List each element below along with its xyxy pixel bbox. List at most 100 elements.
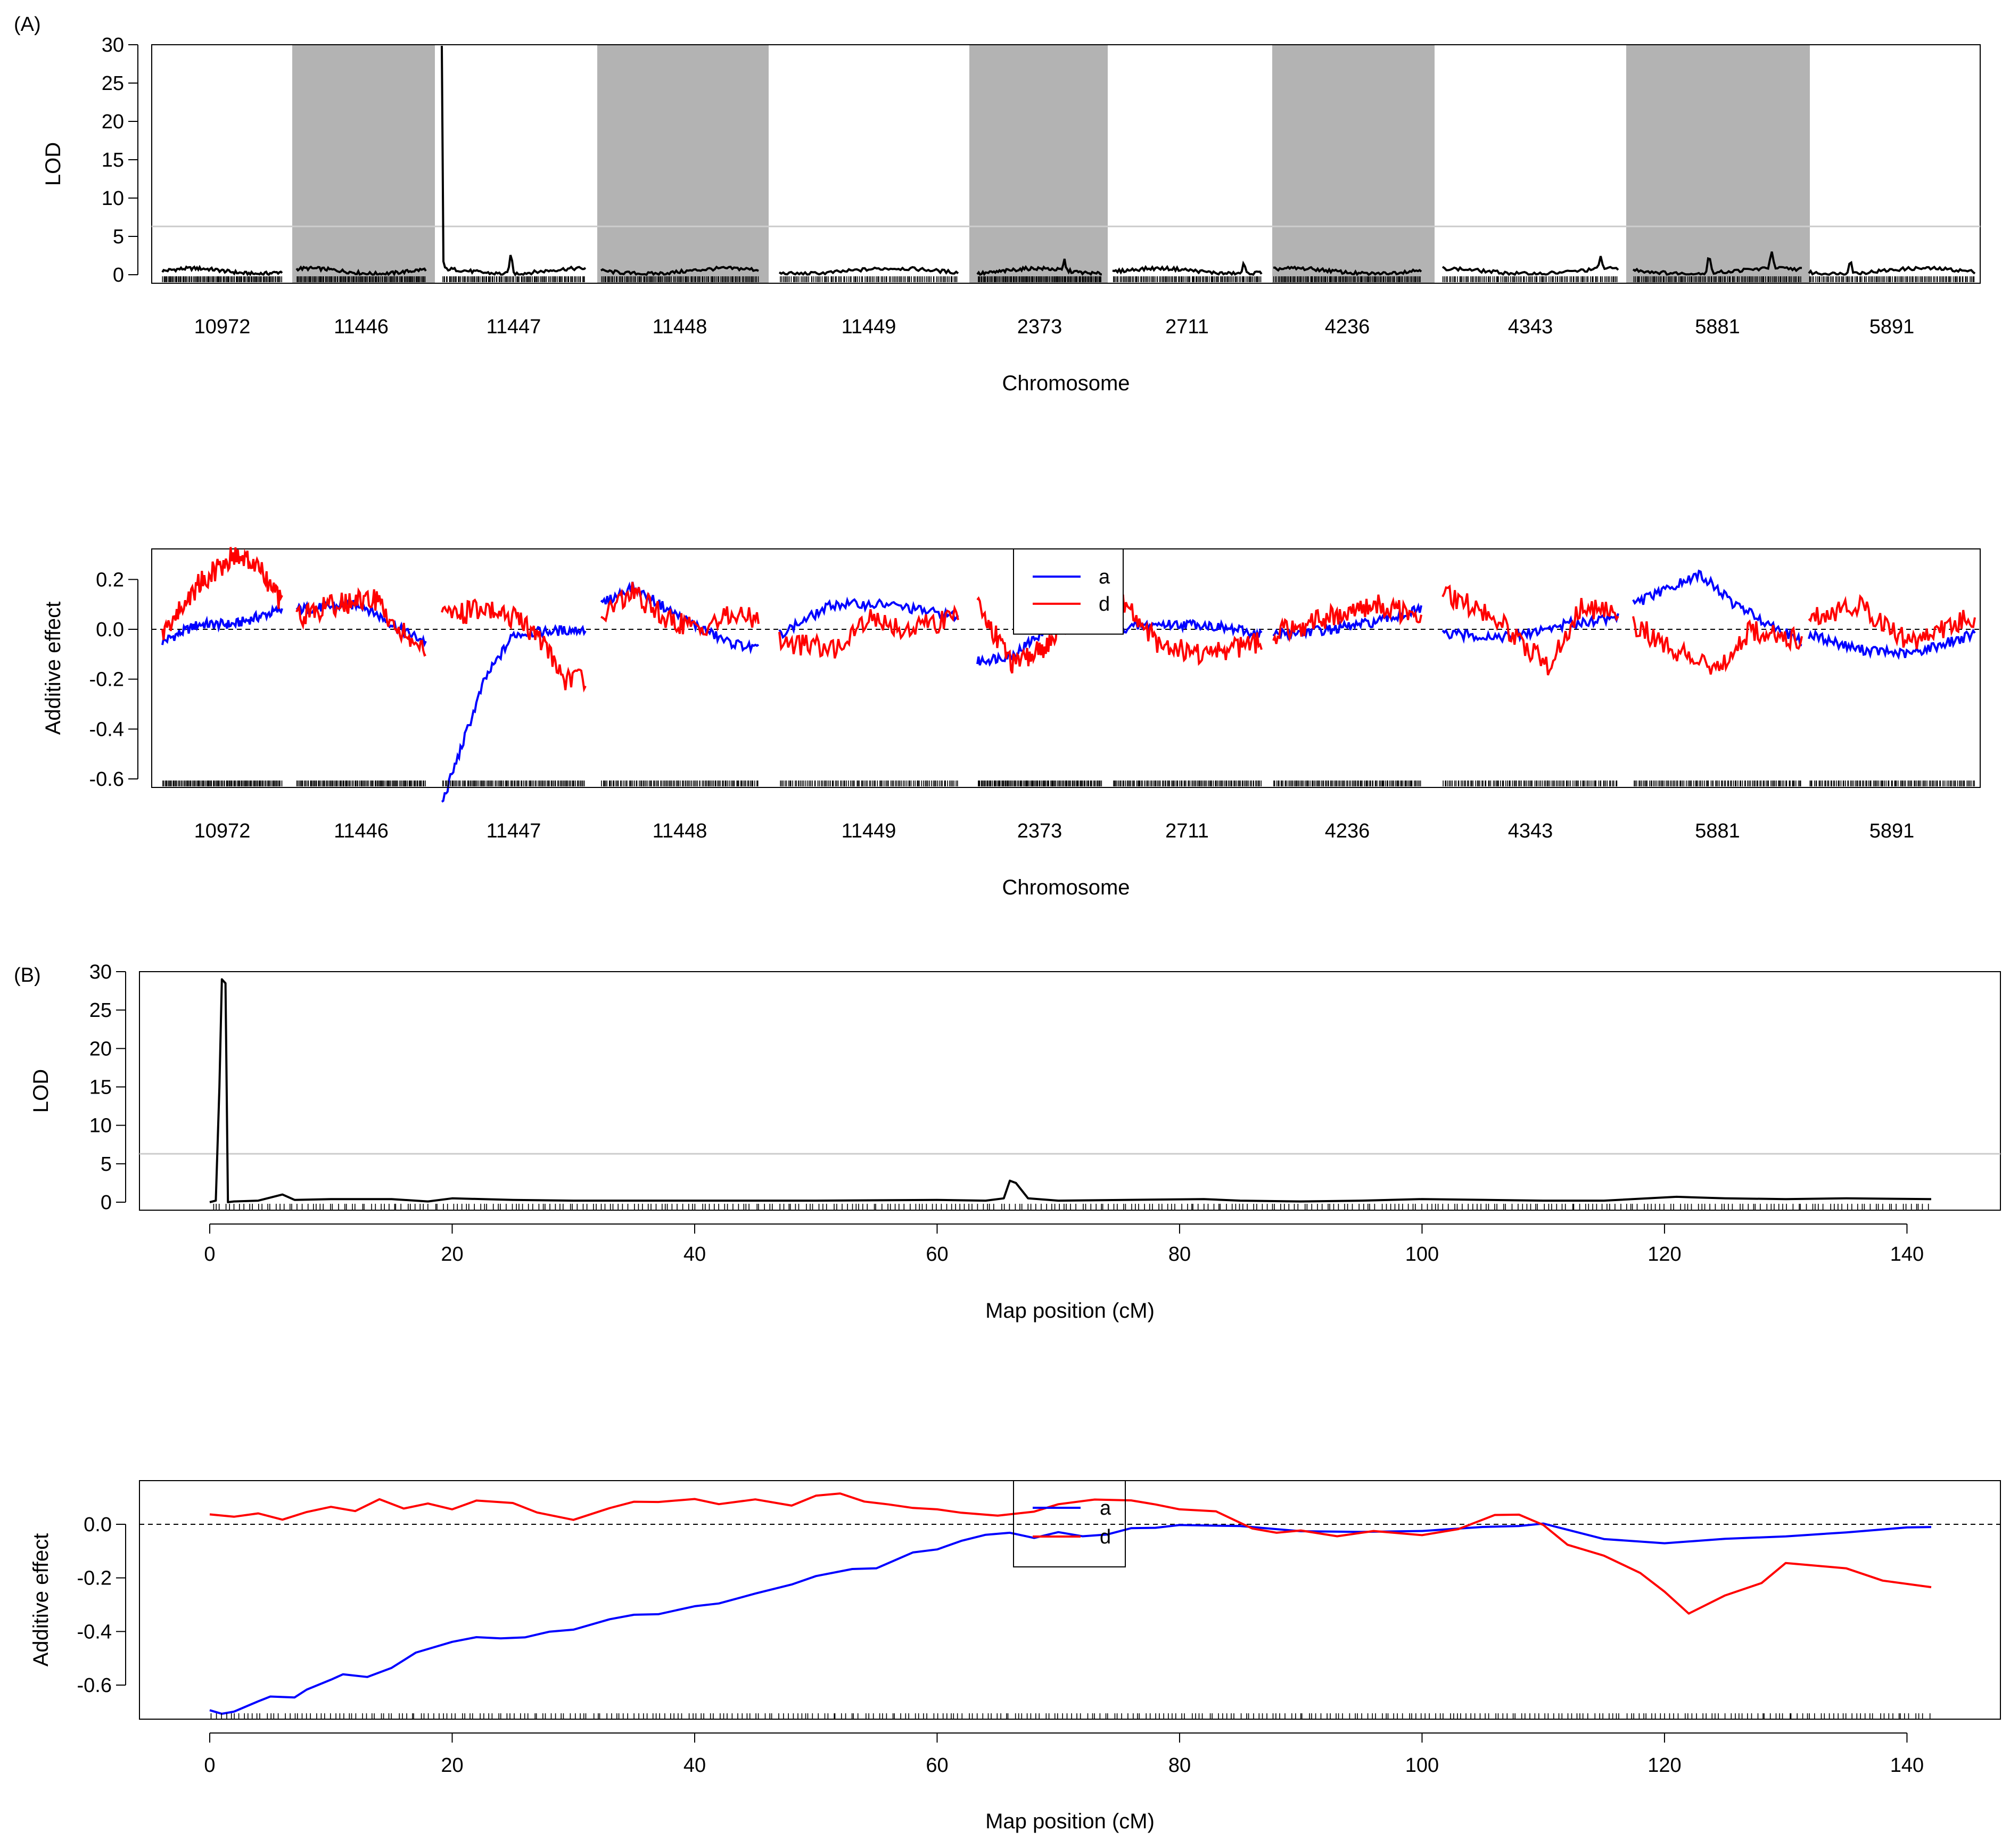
legend-label-d: d xyxy=(1099,593,1110,615)
chromosome-shade xyxy=(597,45,769,283)
effect-line-d xyxy=(441,598,587,693)
x-tick-label: 20 xyxy=(441,1243,463,1266)
lod-line xyxy=(778,266,959,276)
marker-rug xyxy=(296,276,426,282)
effect-line-a xyxy=(1272,602,1422,642)
x-tick-label: 40 xyxy=(683,1754,706,1777)
lod-line xyxy=(600,265,759,276)
marker-rug xyxy=(210,1713,1931,1719)
panel-b-lod-plot: 0 5 10 15 20 25 30 LOD 0 20 40 60 80 100 120 140 Map pos… xyxy=(29,961,2001,1323)
legend-box xyxy=(1013,548,1124,635)
marker-rug xyxy=(1443,781,1618,786)
legend-label-d: d xyxy=(1100,1526,1111,1548)
marker-rug xyxy=(1273,276,1421,282)
effect-line-a xyxy=(600,581,760,655)
effect-line-d xyxy=(1441,584,1619,676)
panel-a-effect-plot: -0.6 -0.4 -0.2 0.0 0.2 Additive effect ad 10972… xyxy=(42,547,1981,899)
plot-frame xyxy=(139,971,2001,1211)
chromosome-label: 11446 xyxy=(334,316,389,338)
chromosome-label: 5881 xyxy=(1695,316,1740,338)
marker-rug xyxy=(1809,276,1975,282)
chromosome-label: 10972 xyxy=(194,820,251,842)
x-axis-label: Map position (cM) xyxy=(985,1810,1155,1833)
plot-frame xyxy=(139,1480,2001,1720)
legend-box xyxy=(1013,1480,1126,1567)
y-tick-label: 10 xyxy=(89,1115,112,1137)
chromosome-label: 4343 xyxy=(1508,316,1553,338)
y-axis-label: Additive effect xyxy=(42,602,65,735)
panel-b-effect-plot: -0.6 -0.4 -0.2 0.0 Additive effect ad 0 20 40 60 8… xyxy=(29,1480,2001,1833)
x-tick-label: 0 xyxy=(204,1754,215,1777)
x-tick-label: 60 xyxy=(926,1243,948,1266)
marker-rug xyxy=(1113,276,1262,282)
y-tick-label: -0.4 xyxy=(89,718,124,741)
y-tick-label: -0.2 xyxy=(89,669,124,691)
y-tick-label: -0.2 xyxy=(77,1567,112,1590)
y-tick-label: 15 xyxy=(102,149,124,171)
lod-line xyxy=(1273,265,1422,276)
x-tick-label: 100 xyxy=(1405,1243,1439,1266)
chromosome-label: 5891 xyxy=(1869,316,1915,338)
marker-rug xyxy=(978,276,1101,282)
chromosome-label: 11449 xyxy=(842,820,896,842)
effect-line-d xyxy=(1808,594,1976,650)
lod-line xyxy=(295,265,427,277)
chromosome-label: 2373 xyxy=(1017,316,1062,338)
chromosome-label: 11446 xyxy=(334,820,389,842)
y-tick-label: 30 xyxy=(102,34,124,56)
effect-line-a xyxy=(209,1522,1932,1715)
marker-rug xyxy=(978,781,1102,786)
y-tick-label: -0.6 xyxy=(77,1674,112,1697)
marker-rug xyxy=(1633,276,1801,282)
effect-line-a xyxy=(161,603,283,645)
y-tick-label: 5 xyxy=(101,1153,112,1176)
y-tick-label: 0.0 xyxy=(84,1514,112,1536)
y-axis-label: LOD xyxy=(42,142,65,186)
marker-rug xyxy=(1634,781,1801,786)
x-tick-label: 140 xyxy=(1890,1243,1924,1266)
chromosome-label: 2373 xyxy=(1017,820,1062,842)
x-tick-label: 20 xyxy=(441,1754,463,1777)
marker-rug xyxy=(1809,781,1975,786)
x-tick-label: 80 xyxy=(1168,1243,1191,1266)
lod-line xyxy=(1632,251,1802,276)
effect-line-a xyxy=(778,596,959,639)
chromosome-label: 11447 xyxy=(487,316,541,338)
y-tick-label: 5 xyxy=(113,226,124,248)
chromosome-label: 4236 xyxy=(1325,820,1370,842)
x-tick-label: 0 xyxy=(204,1243,215,1266)
marker-rug xyxy=(442,276,585,282)
y-tick-label: -0.4 xyxy=(77,1621,112,1643)
y-axis-label: LOD xyxy=(29,1069,53,1113)
marker-rug xyxy=(213,1204,1929,1210)
x-tick-label: 120 xyxy=(1647,1243,1681,1266)
marker-rug xyxy=(780,781,958,786)
x-axis-label: Chromosome xyxy=(1002,372,1130,395)
marker-rug xyxy=(162,781,283,786)
chromosome-shade xyxy=(292,45,435,283)
y-tick-label: 25 xyxy=(89,999,112,1022)
marker-rug xyxy=(601,276,759,282)
effect-line-d xyxy=(209,1492,1932,1615)
chromosome-shade xyxy=(1626,45,1810,283)
chromosome-label: 2711 xyxy=(1165,316,1209,338)
chromosome-label: 4343 xyxy=(1508,820,1553,842)
legend-label-a: a xyxy=(1099,566,1110,588)
legend-label-a: a xyxy=(1100,1497,1111,1520)
marker-rug xyxy=(1113,781,1262,786)
effect-line-a xyxy=(1441,612,1619,644)
panel-label-a: (A) xyxy=(14,13,41,36)
y-tick-label: -0.6 xyxy=(89,768,124,791)
chromosome-shade xyxy=(969,45,1108,283)
y-tick-label: 20 xyxy=(102,111,124,133)
y-tick-label: 0 xyxy=(113,264,124,286)
y-tick-label: 10 xyxy=(102,187,124,210)
marker-rug xyxy=(442,781,585,786)
chromosome-label: 11448 xyxy=(653,316,707,338)
y-tick-label: 15 xyxy=(89,1077,112,1099)
x-tick-label: 100 xyxy=(1405,1754,1439,1777)
lod-line xyxy=(161,265,283,276)
effect-line-d xyxy=(778,604,959,659)
chromosome-shade xyxy=(1272,45,1435,283)
